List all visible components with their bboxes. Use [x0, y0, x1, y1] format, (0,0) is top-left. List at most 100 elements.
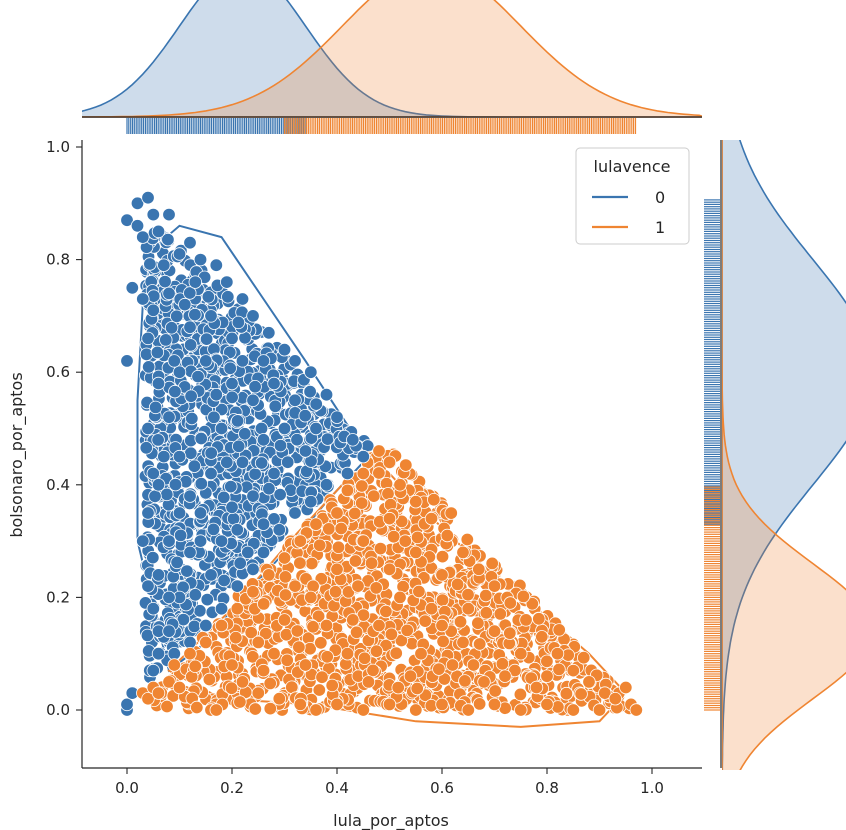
scatter-point-series-0	[183, 320, 197, 334]
scatter-point-series-0	[267, 376, 281, 391]
scatter-point-series-0	[146, 602, 161, 616]
y-tick-label: 0.0	[46, 701, 70, 719]
scatter-point-series-0	[164, 321, 179, 335]
scatter-point-series-1	[485, 556, 499, 571]
scatter-point-series-0	[273, 487, 287, 502]
legend-label-1: 1	[655, 218, 665, 237]
scatter-point-series-0	[180, 564, 194, 578]
scatter-point-series-1	[277, 613, 292, 627]
scatter-point-series-1	[364, 556, 379, 570]
scatter-point-series-1	[519, 613, 533, 627]
right-marginal-rug	[704, 199, 720, 711]
scatter-point-series-1	[432, 662, 446, 676]
scatter-point-series-0	[214, 602, 229, 616]
scatter-point-series-0	[304, 495, 318, 509]
scatter-point-series-1	[304, 590, 318, 605]
scatter-point-series-0	[143, 257, 157, 271]
scatter-point-series-1	[280, 653, 294, 668]
scatter-point-series-1	[369, 644, 384, 658]
top-kde-series-1	[82, 0, 702, 118]
scatter-point-series-0	[184, 389, 198, 403]
scatter-point-series-0	[199, 618, 213, 633]
scatter-point-series-1	[436, 634, 450, 649]
scatter-point-series-1	[409, 545, 423, 560]
scatter-point-series-0	[298, 409, 312, 423]
scatter-point-series-1	[435, 593, 450, 607]
scatter-point-series-1	[427, 493, 441, 507]
scatter-point-series-1	[263, 676, 277, 691]
scatter-point-series-0	[193, 252, 208, 267]
scatter-point-series-1	[479, 588, 493, 603]
scatter-point-series-1	[141, 692, 155, 706]
scatter-point-series-1	[256, 663, 271, 678]
scatter-point-series-0	[231, 315, 246, 330]
right-marginal-kde	[722, 140, 846, 770]
scatter-point-series-1	[244, 625, 258, 640]
right-kde-series-0	[722, 140, 846, 770]
scatter-point-series-1	[322, 522, 336, 536]
scatter-point-series-1	[319, 618, 334, 633]
scatter-point-series-0	[169, 309, 184, 324]
scatter-point-series-0	[159, 333, 173, 347]
scatter-point-series-1	[409, 703, 423, 717]
scatter-point-series-0	[267, 512, 281, 526]
scatter-point-series-0	[141, 579, 155, 593]
scatter-point-series-1	[331, 540, 346, 555]
scatter-point-series-0	[148, 400, 163, 415]
scatter-point-series-1	[473, 637, 487, 651]
scatter-point-series-1	[246, 585, 260, 599]
scatter-point-series-1	[229, 631, 243, 645]
scatter-point-series-0	[225, 331, 239, 346]
scatter-point-series-1	[160, 699, 174, 714]
top-marginal-rug	[126, 118, 637, 134]
scatter-point-series-0	[185, 411, 199, 426]
scatter-point-series-1	[461, 588, 475, 602]
scatter-point-series-1	[414, 647, 428, 661]
scatter-point-series-0	[170, 555, 184, 570]
scatter-point-series-1	[516, 589, 531, 604]
scatter-point-series-1	[445, 658, 460, 672]
scatter-point-series-0	[209, 388, 224, 402]
scatter-point-series-1	[381, 487, 395, 501]
scatter-point-series-0	[136, 534, 150, 548]
scatter-point-series-0	[193, 534, 208, 548]
scatter-point-series-1	[393, 478, 407, 492]
scatter-point-series-1	[251, 686, 265, 700]
scatter-point-series-0	[319, 478, 334, 492]
scatter-point-series-1	[387, 530, 401, 544]
scatter-point-series-1	[435, 568, 449, 582]
scatter-point-series-1	[288, 579, 302, 593]
scatter-point-series-0	[141, 331, 155, 346]
scatter-point-series-1	[552, 662, 566, 677]
scatter-point-series-1	[293, 697, 308, 712]
scatter-point-series-0	[188, 588, 203, 602]
scatter-point-series-0	[277, 343, 292, 357]
scatter-point-series-0	[206, 522, 221, 537]
scatter-point-series-0	[167, 354, 182, 368]
scatter-point-series-0	[231, 439, 246, 454]
scatter-point-series-0	[201, 290, 216, 304]
scatter-point-series-1	[382, 562, 397, 577]
scatter-point-series-0	[183, 286, 197, 300]
scatter-point-series-0	[151, 376, 166, 391]
scatter-point-series-1	[525, 597, 540, 611]
legend-label-0: 0	[655, 188, 665, 207]
scatter-point-series-0	[183, 635, 197, 650]
scatter-point-series-1	[458, 674, 472, 688]
scatter-point-series-1	[471, 616, 485, 630]
scatter-point-series-0	[230, 579, 245, 593]
scatter-point-series-0	[162, 286, 176, 301]
scatter-point-series-1	[391, 680, 405, 695]
scatter-point-series-1	[382, 511, 397, 526]
scatter-point-series-0	[187, 459, 202, 473]
scatter-point-series-1	[162, 675, 176, 689]
scatter-point-series-1	[409, 495, 423, 509]
scatter-point-series-1	[566, 703, 581, 717]
scatter-point-series-1	[290, 624, 305, 638]
scatter-point-series-1	[394, 633, 409, 648]
scatter-point-series-1	[412, 584, 426, 599]
scatter-point-series-1	[559, 687, 574, 701]
scatter-point-series-0	[150, 345, 165, 360]
scatter-point-series-0	[184, 446, 198, 460]
scatter-point-series-0	[288, 354, 302, 368]
